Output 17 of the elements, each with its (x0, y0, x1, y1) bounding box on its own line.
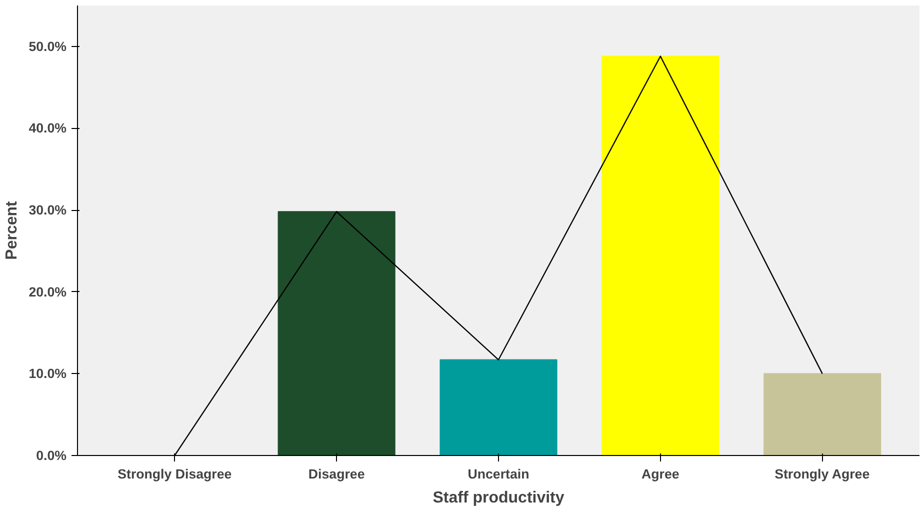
bar (764, 373, 882, 456)
x-axis-title: Staff productivity (432, 490, 564, 506)
x-tick-label: Uncertain (468, 466, 530, 482)
y-tick-label: 10.0% (28, 366, 67, 382)
y-tick-label: 50.0% (28, 38, 67, 54)
y-axis-title: Percent (4, 200, 21, 260)
bar (602, 56, 720, 456)
y-tick-label: 20.0% (28, 284, 67, 300)
x-tick-label: Agree (642, 466, 680, 482)
y-tick-label: 40.0% (28, 120, 67, 136)
bar (278, 211, 396, 456)
y-tick-label: 0.0% (36, 448, 67, 463)
x-tick-label: Strongly Agree (774, 466, 870, 482)
y-tick-label: 30.0% (28, 202, 67, 218)
bar (440, 359, 558, 456)
x-tick-label: Disagree (308, 466, 365, 482)
x-tick-label: Strongly Disagree (118, 466, 232, 482)
